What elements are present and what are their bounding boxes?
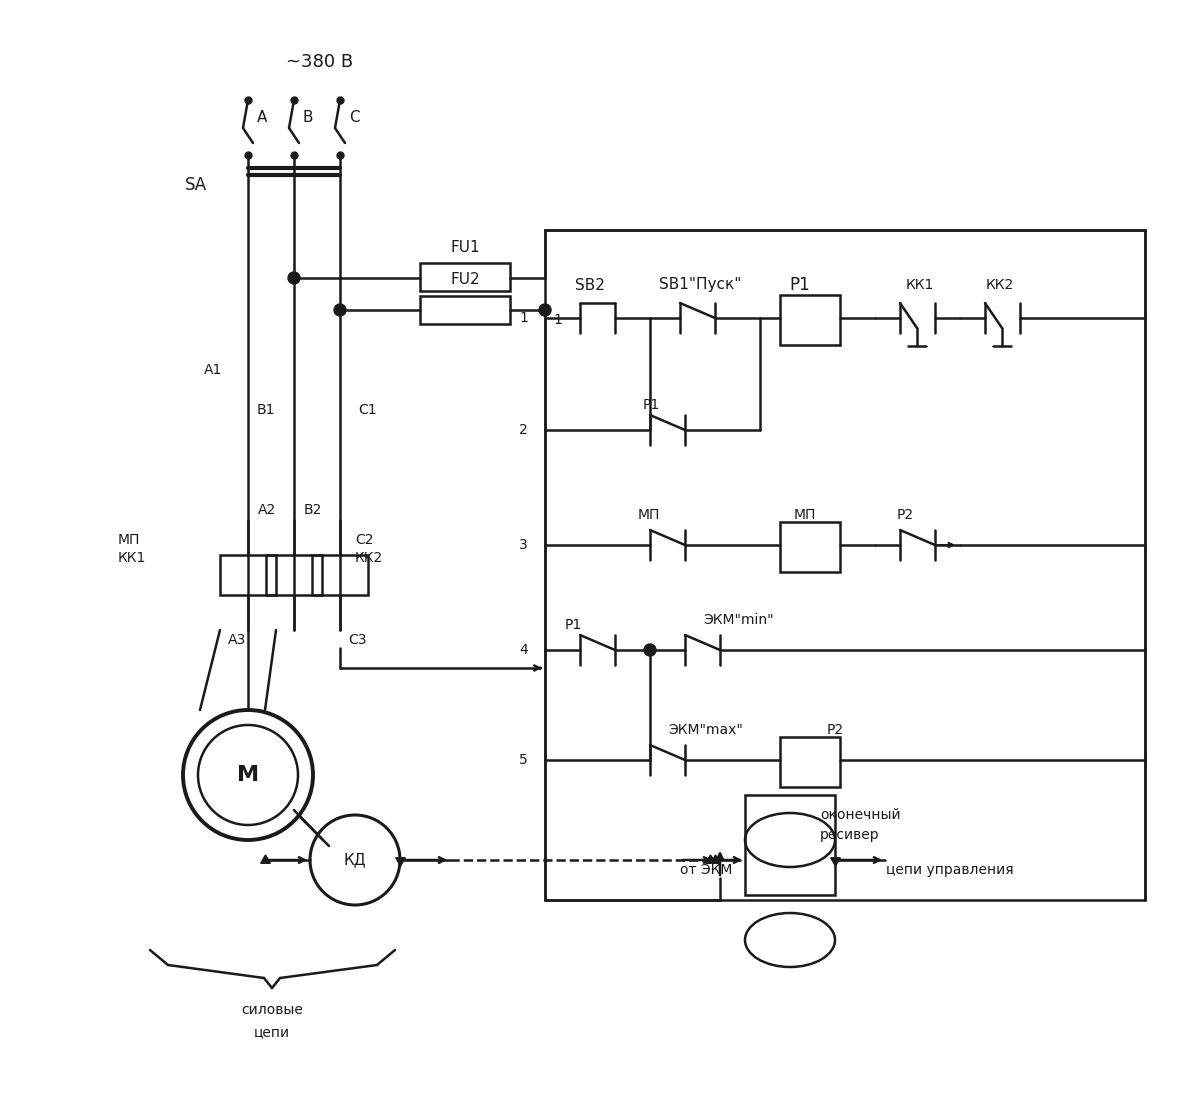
Bar (312, 555, 368, 595)
Text: P1: P1 (790, 276, 810, 294)
Text: C3: C3 (348, 633, 366, 647)
Circle shape (288, 272, 300, 284)
Text: КД: КД (343, 853, 366, 867)
Text: FU1: FU1 (450, 240, 480, 256)
Text: цепи: цепи (254, 1025, 290, 1040)
Text: оконечный: оконечный (820, 808, 901, 823)
Text: МП: МП (118, 533, 140, 546)
Text: FU2: FU2 (450, 273, 480, 287)
Bar (420, 296, 510, 324)
Text: C2: C2 (355, 533, 373, 546)
Text: ресивер: ресивер (820, 828, 880, 843)
Text: B2: B2 (304, 503, 323, 518)
Text: SA: SA (185, 176, 208, 194)
Bar (780, 522, 840, 572)
Text: P2: P2 (827, 723, 844, 737)
Text: КК2: КК2 (355, 551, 383, 565)
Text: SB2: SB2 (575, 277, 605, 293)
Circle shape (539, 304, 551, 316)
Bar (745, 795, 835, 895)
Text: P1: P1 (565, 618, 582, 632)
Text: КК1: КК1 (118, 551, 146, 565)
Text: A1: A1 (204, 363, 222, 377)
Text: SB1"Пуск": SB1"Пуск" (659, 277, 742, 293)
Text: C1: C1 (358, 403, 377, 417)
Text: 4: 4 (520, 643, 528, 657)
Bar (420, 263, 510, 290)
Text: P1: P1 (643, 398, 660, 412)
Bar (266, 555, 322, 595)
Text: A: A (257, 110, 268, 126)
Text: A2: A2 (258, 503, 276, 518)
Text: МП: МП (794, 508, 816, 522)
Bar (545, 230, 1145, 900)
Text: 2: 2 (520, 423, 528, 437)
Text: КК1: КК1 (906, 278, 934, 292)
Text: ЭКМ"min": ЭКМ"min" (703, 613, 774, 627)
Bar (780, 737, 840, 787)
Text: B: B (302, 110, 313, 126)
Text: 3: 3 (520, 538, 528, 552)
Circle shape (644, 644, 656, 656)
Text: 5: 5 (520, 754, 528, 767)
Text: 1: 1 (553, 313, 562, 327)
Text: P2: P2 (896, 508, 913, 522)
Text: A3: A3 (228, 633, 246, 647)
Bar (220, 555, 276, 595)
Text: от ЭКМ: от ЭКМ (680, 863, 732, 877)
Text: C: C (349, 110, 359, 126)
Text: МП: МП (638, 508, 660, 522)
Text: ЭКМ"max": ЭКМ"max" (668, 723, 743, 737)
Text: B1: B1 (257, 403, 275, 417)
Text: КК2: КК2 (986, 278, 1014, 292)
Text: силовые: силовые (241, 1003, 302, 1017)
Text: ~380 В: ~380 В (287, 53, 354, 71)
Text: М: М (236, 765, 259, 785)
Bar (780, 295, 840, 345)
Text: 1: 1 (520, 311, 528, 325)
Text: цепи управления: цепи управления (886, 863, 1014, 877)
Circle shape (334, 304, 346, 316)
